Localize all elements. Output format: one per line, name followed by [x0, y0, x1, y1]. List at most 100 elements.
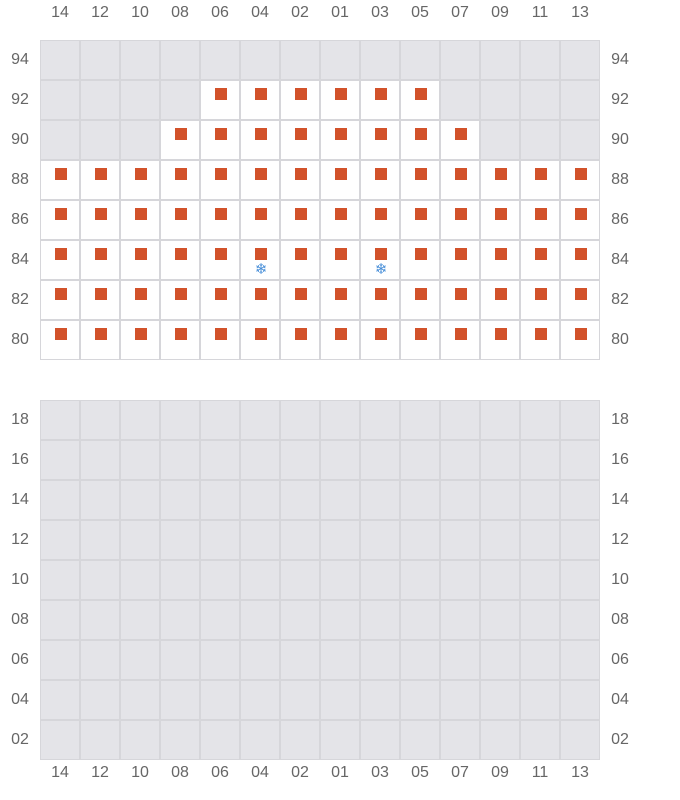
seat-available[interactable]	[80, 160, 120, 200]
seat-unavailable	[120, 720, 160, 760]
seat-available[interactable]	[520, 240, 560, 280]
seat-available[interactable]	[160, 280, 200, 320]
seat-available[interactable]	[280, 320, 320, 360]
row-label-left: 18	[11, 411, 29, 428]
seat-available[interactable]	[360, 80, 400, 120]
seat-available[interactable]	[120, 160, 160, 200]
seat-available[interactable]	[560, 240, 600, 280]
seat-available[interactable]	[560, 160, 600, 200]
seat-available[interactable]	[40, 280, 80, 320]
seat-available[interactable]	[440, 240, 480, 280]
seat-available[interactable]	[40, 240, 80, 280]
seat-available[interactable]	[40, 160, 80, 200]
seat-available[interactable]	[280, 240, 320, 280]
seat-unavailable	[560, 600, 600, 640]
seat-available[interactable]	[480, 280, 520, 320]
seat-available[interactable]	[160, 200, 200, 240]
seat-available[interactable]	[160, 160, 200, 200]
seat-available[interactable]	[200, 240, 240, 280]
seat-available[interactable]	[240, 80, 280, 120]
seat-available[interactable]	[480, 240, 520, 280]
seat-available[interactable]	[480, 160, 520, 200]
seat-unavailable	[120, 640, 160, 680]
seat-available[interactable]	[480, 320, 520, 360]
seat-available[interactable]	[320, 200, 360, 240]
seat-available[interactable]	[160, 120, 200, 160]
seat-available[interactable]	[520, 200, 560, 240]
seat-available[interactable]	[440, 160, 480, 200]
seat-available[interactable]	[240, 320, 280, 360]
seat-available[interactable]	[400, 200, 440, 240]
seat-available[interactable]	[200, 80, 240, 120]
seat-available[interactable]	[400, 120, 440, 160]
seat-available[interactable]	[360, 320, 400, 360]
seat-available[interactable]	[280, 200, 320, 240]
seat-available[interactable]	[320, 320, 360, 360]
seat-available[interactable]	[320, 280, 360, 320]
seat-available[interactable]	[320, 160, 360, 200]
seat-available[interactable]	[440, 200, 480, 240]
seat-available[interactable]	[520, 280, 560, 320]
seat-unavailable	[440, 400, 480, 440]
square-marker-icon	[575, 328, 587, 340]
seat-unavailable	[360, 40, 400, 80]
seat-available[interactable]	[80, 320, 120, 360]
seat-available[interactable]	[320, 240, 360, 280]
seat-available[interactable]	[440, 320, 480, 360]
seat-unavailable	[320, 440, 360, 480]
seat-available[interactable]	[320, 80, 360, 120]
seat-available[interactable]	[200, 200, 240, 240]
seat-available[interactable]	[200, 320, 240, 360]
seat-available[interactable]	[160, 240, 200, 280]
square-marker-icon	[135, 248, 147, 260]
seat-available[interactable]	[40, 320, 80, 360]
seat-unavailable	[80, 680, 120, 720]
seat-available[interactable]	[160, 320, 200, 360]
seat-available[interactable]	[400, 240, 440, 280]
row-label-left: 04	[11, 691, 29, 708]
row-label-left: 80	[11, 331, 29, 348]
seat-available[interactable]	[440, 280, 480, 320]
seat-available[interactable]	[440, 120, 480, 160]
seat-available[interactable]	[520, 160, 560, 200]
square-marker-icon	[175, 128, 187, 140]
square-marker-icon	[55, 248, 67, 260]
seat-available[interactable]	[480, 200, 520, 240]
seat-available[interactable]	[280, 160, 320, 200]
seat-available[interactable]	[400, 320, 440, 360]
seat-unavailable	[280, 560, 320, 600]
seat-available[interactable]	[240, 280, 280, 320]
seat-available[interactable]	[360, 120, 400, 160]
seat-available[interactable]: ❄	[360, 240, 400, 280]
seat-available[interactable]	[280, 80, 320, 120]
seat-available[interactable]	[280, 280, 320, 320]
seat-available[interactable]	[400, 80, 440, 120]
seat-available[interactable]	[240, 120, 280, 160]
seat-available[interactable]	[360, 160, 400, 200]
seat-available[interactable]	[200, 120, 240, 160]
seat-available[interactable]	[320, 120, 360, 160]
seat-available[interactable]	[240, 200, 280, 240]
seat-available[interactable]: ❄	[240, 240, 280, 280]
seat-available[interactable]	[280, 120, 320, 160]
seat-available[interactable]	[120, 320, 160, 360]
seat-available[interactable]	[560, 280, 600, 320]
seat-available[interactable]	[520, 320, 560, 360]
seat-available[interactable]	[360, 200, 400, 240]
seat-available[interactable]	[80, 280, 120, 320]
seat-available[interactable]	[120, 200, 160, 240]
seat-available[interactable]	[40, 200, 80, 240]
seat-available[interactable]	[360, 280, 400, 320]
row-label-left: 82	[11, 291, 29, 308]
seat-available[interactable]	[560, 320, 600, 360]
seat-available[interactable]	[560, 200, 600, 240]
seat-available[interactable]	[120, 280, 160, 320]
seat-available[interactable]	[400, 280, 440, 320]
seat-available[interactable]	[200, 280, 240, 320]
seat-available[interactable]	[400, 160, 440, 200]
seat-available[interactable]	[240, 160, 280, 200]
seat-available[interactable]	[200, 160, 240, 200]
seat-available[interactable]	[80, 200, 120, 240]
seat-available[interactable]	[80, 240, 120, 280]
seat-available[interactable]	[120, 240, 160, 280]
